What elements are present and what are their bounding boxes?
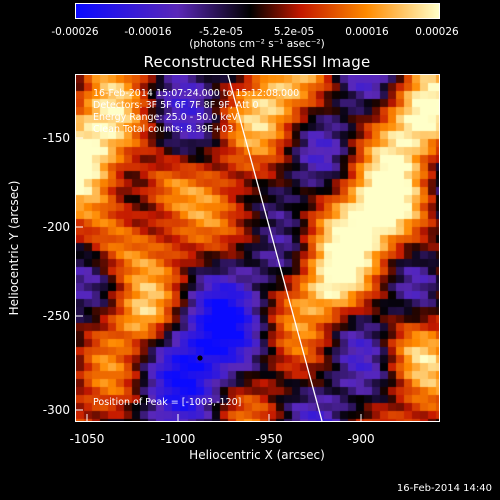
- x-axis-label: Heliocentric X (arcsec): [189, 448, 325, 462]
- colorbar-tick: 0.00026: [415, 26, 459, 38]
- y-tick-label: -250: [42, 309, 70, 323]
- solar-limb-line: [227, 75, 323, 421]
- x-tick-label: -900: [347, 432, 375, 446]
- info-energy-range: Energy Range: 25.0 - 50.0 keV: [93, 112, 238, 123]
- y-tick-label: -200: [42, 220, 70, 234]
- info-peak-position: Position of Peak = [-1003,-120]: [93, 397, 242, 408]
- x-tick-label: -1050: [69, 432, 105, 446]
- y-tick-label: -150: [42, 131, 70, 145]
- info-total-counts: Clean Total counts: 8.39E+03: [93, 124, 234, 135]
- info-detectors: Detectors: 3F 5F 6F 7F 8F 9F, Att 0: [93, 100, 259, 111]
- colorbar-tick: -0.00026: [51, 26, 99, 38]
- x-tick-label: -1000: [160, 432, 196, 446]
- colorbar-tick: 5.2e-05: [273, 26, 315, 38]
- info-time-range: 16-Feb-2014 15:07:24.000 to 15:12:08.000: [93, 88, 300, 99]
- colorbar-unit-label: (photons cm⁻² s⁻¹ asec⁻²): [189, 38, 325, 50]
- y-tick-label: -300: [42, 403, 70, 417]
- colorbar-tick: -0.00016: [124, 26, 172, 38]
- x-tick-label: -950: [255, 432, 283, 446]
- image-title: Reconstructed RHESSI Image: [143, 53, 371, 71]
- solar-image-plot: [75, 74, 440, 422]
- intensity-map: [76, 75, 439, 421]
- limb-overlay: [197, 75, 323, 421]
- colorbar-tick: -5.2e-05: [198, 26, 244, 38]
- plot-timestamp: 16-Feb-2014 14:40: [396, 483, 492, 494]
- colorbar-tick: 0.00016: [345, 26, 389, 38]
- colorbar: [75, 3, 440, 19]
- y-axis-label: Heliocentric Y (arcsec): [7, 180, 21, 316]
- peak-marker: [197, 355, 203, 361]
